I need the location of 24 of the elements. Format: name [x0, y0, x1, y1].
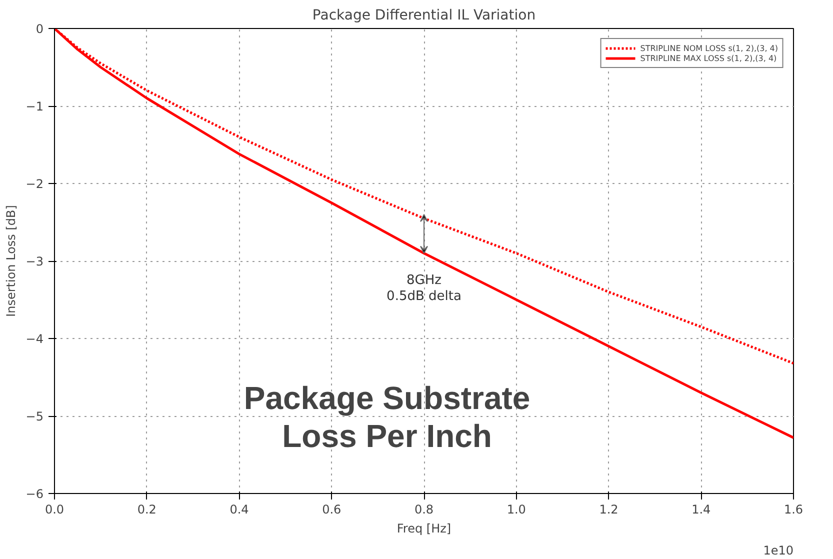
y-tick-label: −2 [26, 177, 44, 191]
chart-title: Package Differential IL Variation [312, 8, 536, 24]
y-tick-label: 0 [36, 22, 44, 36]
x-tick-label: 0.6 [322, 502, 342, 516]
annotation: 8GHz 0.5dB delta [386, 273, 462, 304]
y-axis-title: Insertion Loss [dB] [4, 205, 18, 317]
y-tick-label: −4 [26, 332, 44, 346]
y-tick-label: −5 [26, 410, 44, 424]
y-tick-label: −6 [26, 487, 44, 501]
annotation: Package Substrate Loss Per Inch [244, 380, 530, 454]
x-tick-label: 1.0 [506, 502, 526, 516]
x-tick-label: 1.6 [784, 502, 804, 516]
x-tick-label: 0.0 [44, 502, 64, 516]
x-tick-label: 0.2 [137, 502, 156, 516]
y-tick-label: −3 [26, 254, 44, 268]
x-tick-label: 1.4 [692, 502, 711, 516]
legend-label: STRIPLINE NOM LOSS s(1, 2),(3, 4) [640, 43, 778, 53]
x-tick-label: 0.4 [230, 502, 249, 516]
x-axis-title: Freq [Hz] [396, 522, 452, 536]
text: 1e10 [763, 544, 794, 558]
x-tick-label: 0.8 [414, 502, 434, 516]
x-tick-label: 1.2 [599, 502, 618, 516]
legend-label: STRIPLINE MAX LOSS s(1, 2),(3, 4) [640, 53, 777, 63]
y-tick-label: −1 [26, 100, 44, 114]
